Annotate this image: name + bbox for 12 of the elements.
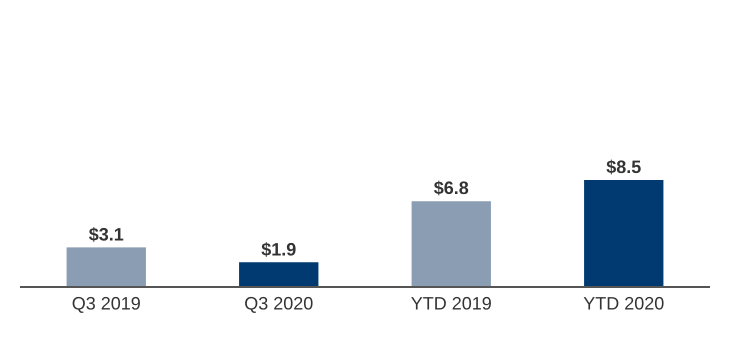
bar — [584, 180, 664, 286]
x-tick-label: Q3 2020 — [244, 293, 314, 314]
data-label: $6.8 — [434, 178, 469, 198]
bar — [412, 201, 491, 286]
data-label: $8.5 — [606, 157, 642, 178]
x-tick-label: YTD 2019 — [410, 293, 492, 314]
data-label: $3.1 — [88, 224, 124, 244]
bar — [239, 262, 318, 286]
bar — [66, 247, 146, 286]
x-tick-label: YTD 2020 — [583, 293, 664, 314]
data-label: $1.9 — [261, 239, 296, 260]
x-tick-label: Q3 2019 — [72, 293, 141, 314]
